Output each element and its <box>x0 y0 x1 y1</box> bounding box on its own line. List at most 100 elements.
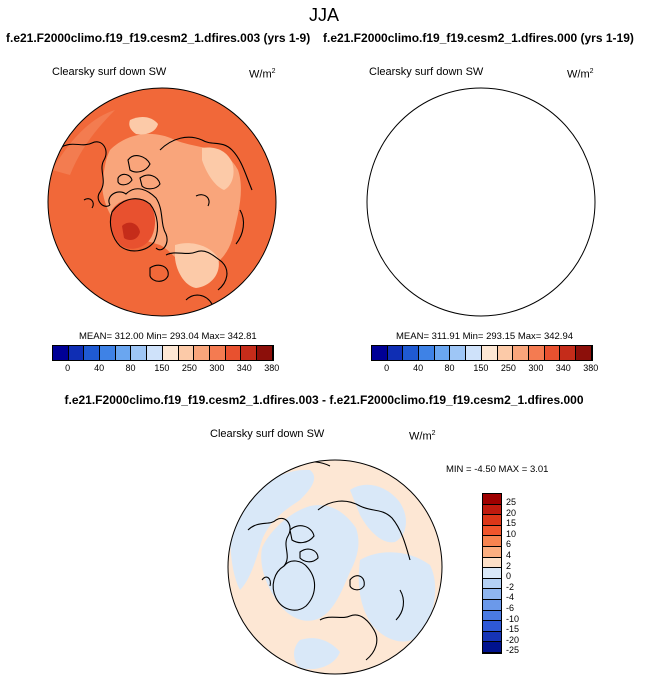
colorbar-swatch <box>68 346 85 360</box>
colorbar-swatch <box>194 346 210 360</box>
panel1-pacific-shade <box>52 110 115 175</box>
colorbar-swatch <box>544 346 561 360</box>
panel1-siberia-patch <box>202 147 234 190</box>
colorbar-swatch <box>483 536 501 547</box>
panel1-europe-patch <box>175 243 219 288</box>
colorbar-swatch <box>560 346 576 360</box>
panel2-colorbar <box>371 345 593 361</box>
colorbar-tick-label: 0 <box>506 571 512 582</box>
colorbar-swatch <box>483 525 501 537</box>
colorbar-swatch <box>209 346 226 360</box>
colorbar-tick-label: 250 <box>181 363 197 373</box>
colorbar-swatch <box>483 494 501 505</box>
colorbar-tick-label: 25 <box>506 497 517 507</box>
colorbar-swatch <box>466 346 482 360</box>
colorbar-tick-label: 380 <box>583 363 599 373</box>
colorbar-swatch <box>483 515 501 526</box>
difference-panel-title: Clearsky surf down SW <box>210 428 325 440</box>
colorbar-swatch <box>513 346 529 360</box>
colorbar-swatch <box>450 346 467 360</box>
panel1-colorbar <box>52 345 274 361</box>
colorbar-tick-label: 150 <box>473 363 489 373</box>
colorbar-swatch <box>434 346 451 360</box>
difference-negative-siberia <box>350 484 406 543</box>
panel1-units: W/m2 <box>249 68 276 81</box>
colorbar-swatch <box>483 589 501 600</box>
colorbar-swatch <box>241 346 257 360</box>
colorbar-swatch <box>147 346 163 360</box>
colorbar-swatch <box>53 346 69 360</box>
difference-colorbar <box>482 493 502 654</box>
colorbar-tick-label: 340 <box>555 363 571 373</box>
panel2-map-border <box>366 87 596 317</box>
colorbar-swatch <box>483 610 501 622</box>
difference-units: W/m2 <box>409 430 436 443</box>
difference-stats: MIN = -4.50 MAX = 3.01 <box>446 464 549 475</box>
colorbar-tick-label: 80 <box>444 363 455 373</box>
colorbar-tick-label: 0 <box>65 363 71 373</box>
difference-title: f.e21.F2000climo.f19_f19.cesm2_1.dfires.… <box>64 393 584 407</box>
colorbar-tick-label: -4 <box>506 592 515 603</box>
colorbar-tick-label: -10 <box>506 613 520 624</box>
colorbar-swatch <box>497 346 514 360</box>
difference-negative-center <box>261 505 359 621</box>
colorbar-tick-label: 80 <box>125 363 136 373</box>
colorbar-swatch <box>483 557 501 569</box>
colorbar-tick-label: 40 <box>413 363 424 373</box>
difference-negative-east <box>358 552 436 642</box>
colorbar-swatch <box>575 346 592 360</box>
colorbar-swatch <box>225 346 242 360</box>
colorbar-tick-label: 380 <box>264 363 280 373</box>
colorbar-swatch <box>256 346 273 360</box>
panel1-title: Clearsky surf down SW <box>52 66 167 78</box>
panel2-stats: MEAN= 311.91 Min= 293.15 Max= 342.94 <box>396 331 574 342</box>
colorbar-swatch <box>131 346 148 360</box>
colorbar-tick-label: -2 <box>506 581 515 592</box>
colorbar-swatch <box>483 504 501 516</box>
colorbar-tick-label: -15 <box>506 624 520 635</box>
colorbar-tick-label: 250 <box>500 363 516 373</box>
panel1-greenland-core <box>122 222 140 240</box>
colorbar-swatch <box>115 346 132 360</box>
page-title: JJA <box>308 5 339 25</box>
difference-map-border <box>227 459 443 675</box>
case-name-left: f.e21.F2000climo.f19_f19.cesm2_1.dfires.… <box>6 31 311 45</box>
colorbar-swatch <box>483 546 501 558</box>
colorbar-swatch <box>387 346 404 360</box>
colorbar-swatch <box>483 599 501 611</box>
colorbar-swatch <box>419 346 435 360</box>
panel1-coastlines <box>59 136 253 305</box>
case-name-right: f.e21.F2000climo.f19_f19.cesm2_1.dfires.… <box>323 31 634 45</box>
colorbar-swatch <box>481 346 498 360</box>
colorbar-tick-label: 10 <box>506 528 517 539</box>
panel1-alaska-patch <box>129 116 158 135</box>
colorbar-swatch <box>483 642 501 653</box>
colorbar-tick-label: -25 <box>506 645 520 656</box>
panel2-units: W/m2 <box>567 68 594 81</box>
colorbar-swatch <box>162 346 179 360</box>
colorbar-tick-label: 20 <box>506 507 517 518</box>
colorbar-swatch <box>483 568 501 579</box>
colorbar-tick-label: 340 <box>236 363 252 373</box>
colorbar-tick-label: -20 <box>506 634 520 645</box>
colorbar-swatch <box>483 631 501 643</box>
colorbar-swatch <box>403 346 420 360</box>
colorbar-swatch <box>483 621 501 632</box>
colorbar-swatch <box>84 346 101 360</box>
colorbar-tick-label: 300 <box>528 363 544 373</box>
panel2-title: Clearsky surf down SW <box>369 66 484 78</box>
colorbar-tick-label: 4 <box>506 550 512 560</box>
colorbar-tick-label: 300 <box>209 363 225 373</box>
colorbar-tick-label: 150 <box>154 363 170 373</box>
colorbar-tick-label: 40 <box>94 363 105 373</box>
panel1-map-border <box>47 87 277 317</box>
colorbar-swatch <box>483 578 501 590</box>
colorbar-tick-label: -6 <box>506 603 515 613</box>
colorbar-swatch <box>100 346 116 360</box>
colorbar-swatch <box>372 346 388 360</box>
colorbar-tick-label: 15 <box>506 518 517 529</box>
difference-negative-south <box>294 638 340 670</box>
